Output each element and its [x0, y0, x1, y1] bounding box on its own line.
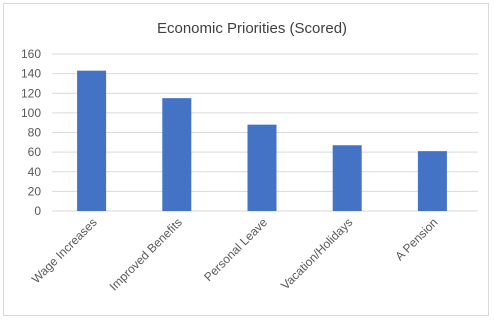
- y-tick-label: 20: [28, 184, 42, 198]
- y-tick-label: 60: [28, 145, 42, 159]
- y-tick-label: 80: [28, 126, 42, 140]
- bar-vacation-holidays: [332, 145, 362, 211]
- y-tick-label: 100: [21, 106, 41, 120]
- bar-wage-increases: [77, 70, 107, 212]
- y-tick-label: 0: [34, 204, 41, 218]
- x-axis-labels: Wage Increases Improved Benefits Personal …: [29, 215, 441, 294]
- bar-improved-benefits: [162, 98, 192, 211]
- y-tick-label: 120: [21, 86, 41, 100]
- chart-title: Economic Priorities (Scored): [157, 20, 347, 37]
- x-tick-label: Improved Benefits: [107, 215, 185, 293]
- bar-a-pension: [417, 151, 447, 211]
- y-tick-label: 140: [21, 67, 41, 81]
- x-tick-label: A Pension: [392, 215, 440, 263]
- x-tick-label: Personal Leave: [201, 215, 270, 284]
- y-tick-label: 160: [21, 47, 41, 61]
- x-tick-label: Vacation/Holidays: [278, 215, 355, 292]
- bar-personal-leave: [247, 124, 277, 211]
- bars: [77, 70, 447, 212]
- y-tick-label: 40: [28, 165, 42, 179]
- gridlines: [52, 53, 478, 212]
- x-tick-label: Wage Increases: [29, 215, 100, 286]
- y-axis-ticks: 0 20 40 60 80 100 120 140 160: [21, 47, 41, 218]
